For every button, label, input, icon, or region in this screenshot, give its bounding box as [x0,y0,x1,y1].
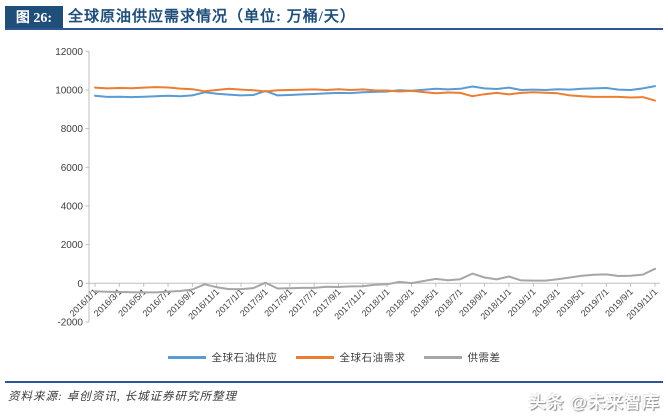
legend-label-supply: 全球石油供应 [211,351,278,364]
figure-label: 图 26: [15,11,53,26]
legend-item-supply: 全球石油供应 [167,350,278,365]
y-tick-label: 10000 [55,85,83,96]
legend-label-demand: 全球石油需求 [339,351,406,364]
y-tick-label: 12000 [55,47,83,58]
legend-label-diff: 供需差 [467,351,501,364]
y-tick-label: 0 [77,279,83,290]
legend-item-demand: 全球石油需求 [295,350,406,365]
chart-legend: 全球石油供应 全球石油需求 供需差 [0,349,668,365]
diff-line [94,267,656,294]
figure-label-badge: 图 26: [5,6,63,28]
source-text: 资料来源: 卓创资讯, 长城证券研究所整理 [8,391,237,403]
y-tick-label: -2000 [57,317,83,328]
supply-line [94,85,656,99]
y-tick-label: 2000 [61,240,84,251]
diff-swatch [423,355,462,359]
supply-swatch [167,355,206,359]
demand-line [94,86,656,102]
figure-title: 全球原油供应需求情况（单位: 万桶/天） [68,9,356,25]
y-tick-label: 8000 [61,124,84,135]
footer-divider [5,381,663,383]
demand-swatch [295,355,334,359]
watermark: 头条 @未来智库 [528,393,660,412]
y-tick-label: 6000 [61,163,84,174]
y-tick-label: 4000 [61,201,84,212]
legend-item-diff: 供需差 [423,350,501,365]
header-divider [5,28,663,30]
